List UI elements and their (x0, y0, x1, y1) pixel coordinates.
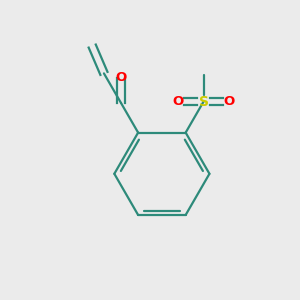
Text: O: O (223, 95, 234, 108)
Text: O: O (172, 95, 184, 108)
Text: S: S (199, 95, 208, 109)
Text: O: O (116, 71, 127, 84)
